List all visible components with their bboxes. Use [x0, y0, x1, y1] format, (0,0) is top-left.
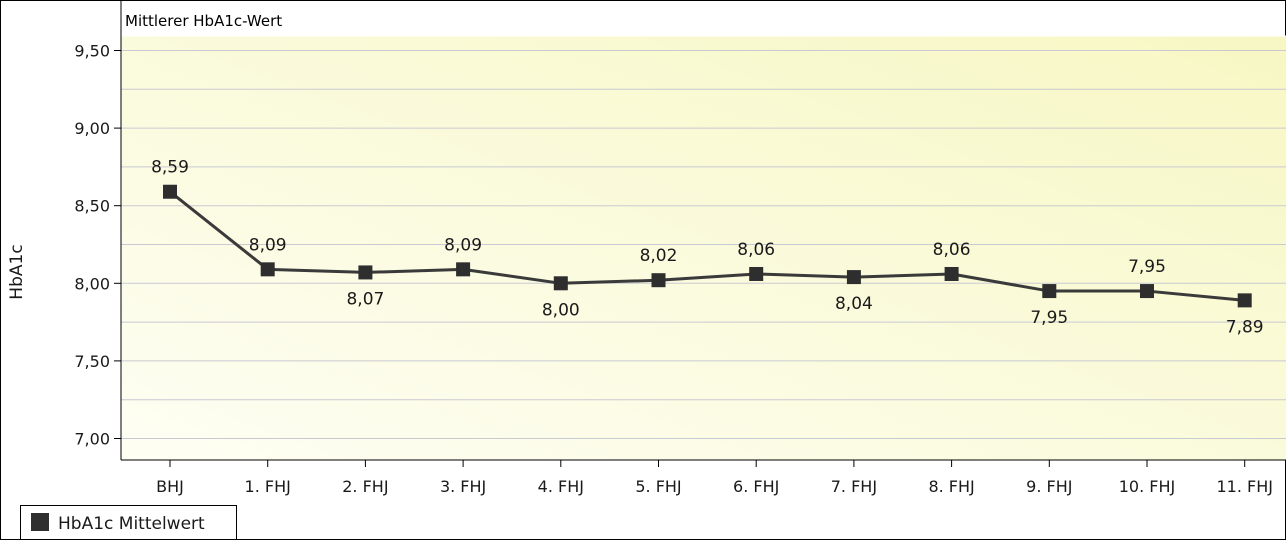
data-point: [456, 262, 471, 277]
y-tick-label: 7,00: [74, 430, 110, 449]
x-tick-label: 8. FHJ: [928, 477, 974, 496]
x-tick-label: 10. FHJ: [1119, 477, 1175, 496]
data-label: 8,06: [933, 240, 971, 260]
x-tick-label: BHJ: [156, 477, 184, 496]
legend-label-hba1c-mittelwert: HbA1c Mittelwert: [58, 514, 205, 534]
data-label: 7,95: [1128, 257, 1166, 277]
data-point: [553, 276, 568, 291]
x-tick-label: 9. FHJ: [1026, 477, 1072, 496]
data-label: 8,00: [542, 300, 580, 320]
data-point: [944, 266, 959, 281]
gridlines: [121, 50, 1286, 439]
data-point: [651, 273, 666, 288]
data-point: [358, 265, 373, 280]
y-axis-title: HbA1c: [7, 244, 27, 299]
data-point: [1140, 284, 1154, 299]
x-tick-label: 11. FHJ: [1216, 477, 1272, 496]
data-label: 7,95: [1030, 308, 1068, 328]
chart-title: Mittlerer HbA1c-Wert: [125, 12, 282, 30]
y-tick-label: 9,00: [74, 119, 110, 138]
data-point: [749, 266, 764, 281]
plot-area: [121, 36, 1286, 460]
data-label: 8,07: [346, 289, 384, 309]
data-label: 7,89: [1226, 317, 1264, 337]
x-tick-label: 7. FHJ: [831, 477, 877, 496]
data-point: [846, 270, 861, 285]
y-tick-label: 8,00: [74, 274, 110, 293]
data-point: [260, 262, 275, 277]
data-label: 8,59: [151, 158, 189, 178]
data-point: [1042, 284, 1057, 299]
data-label: 8,09: [444, 235, 482, 255]
series-layer: 8,59 8,09 8,07 8,09 8,00 8,02 8,06 8,04 8,06 7,95…: [151, 158, 1264, 338]
legend: HbA1c Mittelwert: [20, 505, 237, 540]
data-point: [163, 184, 177, 199]
legend-box: [20, 505, 237, 540]
x-tick-label: 1. FHJ: [245, 477, 291, 496]
y-tick-label: 8,50: [74, 197, 110, 216]
x-tick-label: 3. FHJ: [440, 477, 486, 496]
x-tick-label: 5. FHJ: [635, 477, 681, 496]
x-tick-label: 4. FHJ: [538, 477, 584, 496]
data-label: 8,06: [737, 240, 775, 260]
x-tick-label: 2. FHJ: [342, 477, 388, 496]
data-label: 8,04: [835, 294, 873, 314]
series-line: [169, 190, 1245, 302]
y-axis-ticks: 7,00 7,50 8,00 8,50 9,00 9,50: [74, 42, 121, 449]
x-tick-label: 6. FHJ: [733, 477, 779, 496]
x-axis-ticks: BHJ 1. FHJ 2. FHJ 3. FHJ 4. FHJ 5. FHJ 6. FHJ 7…: [156, 460, 1273, 496]
data-point: [1237, 293, 1252, 308]
data-label: 8,09: [249, 235, 287, 255]
y-tick-label: 7,50: [74, 352, 110, 371]
data-label: 8,02: [640, 246, 678, 266]
legend-marker: [31, 513, 49, 531]
y-tick-label: 9,50: [74, 42, 110, 61]
